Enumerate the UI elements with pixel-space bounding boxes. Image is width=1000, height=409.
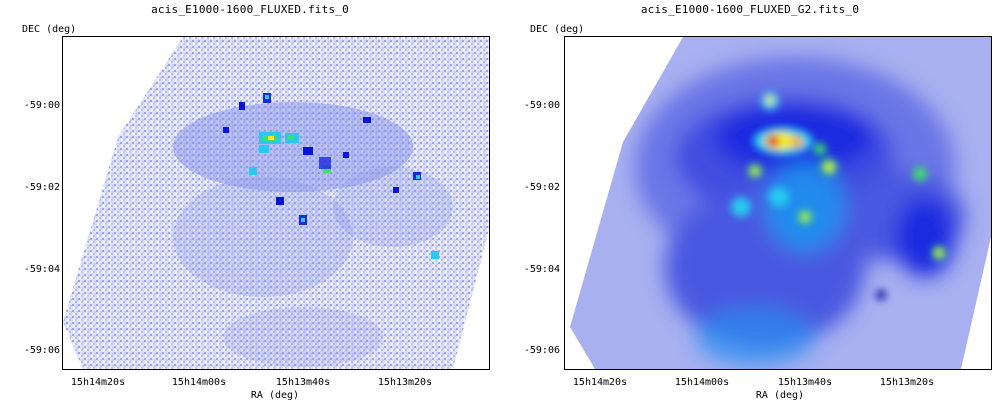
y-axis-label: DEC (deg) (530, 24, 585, 35)
y-axis-label: DEC (deg) (22, 24, 77, 35)
x-tick-label: 15h14m20s (572, 377, 628, 388)
x-tick-label: 15h14m20s (70, 377, 126, 388)
panel-title: acis_E1000-1600_FLUXED_G2.fits_0 (640, 3, 860, 16)
y-tick-label: -59:04 (23, 264, 60, 275)
x-axis-label: RA (deg) (250, 390, 300, 401)
y-tick-label: -59:00 (523, 100, 560, 111)
x-tick-label: 15h13m40s (275, 377, 331, 388)
y-tick-label: -59:02 (23, 182, 60, 193)
y-tick-label: -59:02 (523, 182, 560, 193)
x-tick-label: 15h13m20s (377, 377, 433, 388)
y-tick-label: -59:06 (23, 345, 60, 356)
x-tick-label: 15h13m40s (777, 377, 833, 388)
sky-image-smoothed[interactable] (564, 36, 992, 370)
binned-image-canvas (63, 37, 489, 369)
smoothed-image-canvas (570, 37, 991, 369)
panel-right: acis_E1000-1600_FLUXED_G2.fits_0 DEC (de… (500, 0, 1000, 409)
x-tick-label: 15h14m00s (674, 377, 730, 388)
y-tick-label: -59:04 (523, 264, 560, 275)
panel-left: acis_E1000-1600_FLUXED.fits_0 DEC (deg) … (22, 3, 490, 401)
x-tick-label: 15h14m00s (171, 377, 227, 388)
y-tick-label: -59:06 (523, 345, 560, 356)
panel-title: acis_E1000-1600_FLUXED.fits_0 (151, 3, 349, 16)
x-tick-label: 15h13m20s (879, 377, 935, 388)
x-axis-label: RA (deg) (755, 390, 805, 401)
y-tick-label: -59:00 (23, 100, 60, 111)
sky-image-binned[interactable] (62, 36, 490, 370)
